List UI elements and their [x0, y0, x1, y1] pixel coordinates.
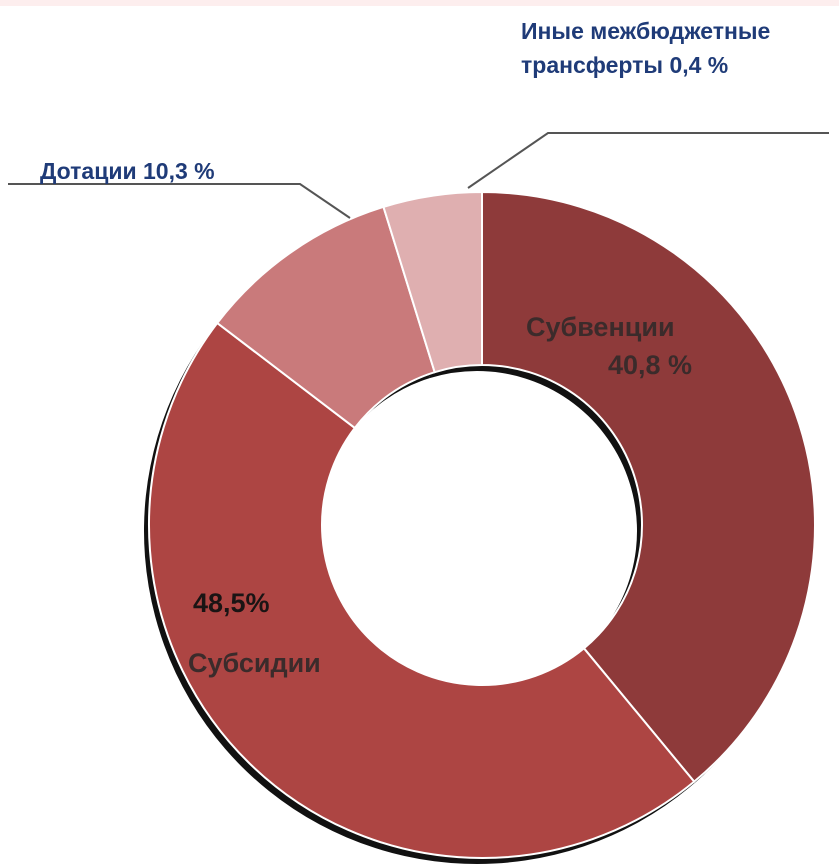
label-subventsii-value: 40,8 %: [608, 350, 693, 380]
slice-3: [382, 190, 483, 374]
label-inye-line2: трансферты 0,4 %: [521, 52, 729, 78]
label-subsidii-name: Субсидии: [188, 648, 321, 678]
label-subsidii-value: 48,5%: [193, 588, 270, 618]
slice-1: [148, 321, 696, 859]
top-strip: [0, 0, 839, 6]
leader-lines: [8, 132, 829, 219]
dotatsii-leader-line: [8, 183, 351, 219]
label-subventsii-name: Субвенции: [526, 312, 675, 342]
slices: [148, 190, 816, 859]
label-dotatsii: Дотации 10,3 %: [40, 158, 215, 184]
label-inye-line1: Иные межбюджетные: [521, 18, 771, 44]
slice-0: [481, 190, 816, 784]
inye-leader-line: [467, 132, 829, 189]
